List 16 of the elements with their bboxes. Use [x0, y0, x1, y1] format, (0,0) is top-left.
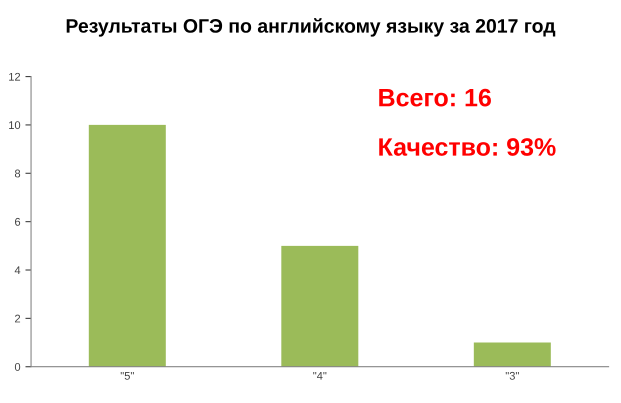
y-tick-label: 8 [14, 170, 20, 178]
y-tick-label: 10 [9, 121, 20, 130]
x-tick-label: "4" [313, 372, 326, 380]
annotation: Качество: 93% [379, 138, 556, 156]
y-tick-label: 0 [14, 362, 20, 371]
bar [281, 246, 358, 367]
chart-title: Результаты ОГЭ по английскому языку за 2017 год [66, 18, 556, 37]
y-tick-label: 2 [15, 314, 20, 322]
y-tick-label: 12 [9, 72, 20, 81]
annotation: Всего: 16 [379, 88, 491, 106]
x-tick-label: "5" [120, 372, 134, 380]
x-tick-label: "3" [506, 372, 519, 380]
bar [474, 342, 551, 367]
y-tick-label: 4 [14, 266, 20, 274]
y-tick-label: 6 [15, 218, 20, 226]
bar [88, 124, 166, 367]
